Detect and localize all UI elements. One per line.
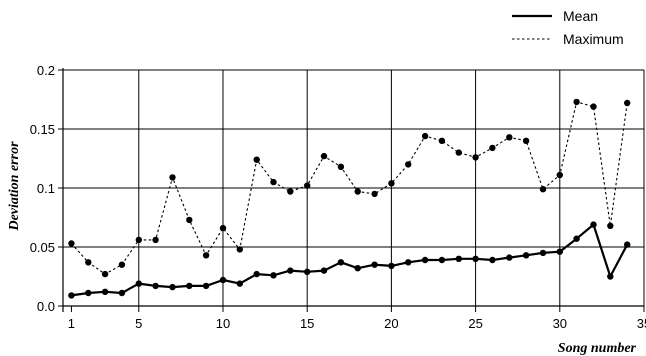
x-tick-label: 20 (384, 316, 398, 331)
data-point-mean (118, 289, 126, 297)
data-point-maximum (152, 236, 159, 244)
y-tick-label: 0.0 (37, 299, 55, 314)
data-point-mean (169, 283, 176, 291)
x-tick-label: 35 (637, 316, 646, 331)
data-point-mean (556, 248, 563, 255)
data-point-mean (607, 273, 614, 280)
data-point-maximum (354, 188, 361, 195)
x-tick-label: 30 (553, 316, 567, 331)
y-axis-title: Deviation error (7, 141, 22, 232)
data-point-maximum (337, 163, 345, 170)
data-point-mean (405, 259, 412, 266)
data-point-mean (219, 276, 227, 284)
data-point-maximum (85, 259, 92, 266)
data-point-mean (506, 254, 513, 261)
data-point-mean (85, 289, 92, 297)
data-point-maximum (455, 149, 462, 156)
data-point-mean (236, 280, 243, 287)
data-point-maximum (118, 261, 126, 268)
data-point-maximum (304, 182, 311, 189)
data-point-maximum (135, 236, 142, 244)
x-axis-title: Song number (558, 341, 637, 356)
y-tick-label: 0.15 (30, 122, 55, 137)
data-point-maximum (489, 144, 496, 152)
data-point-mean (337, 259, 345, 266)
tick-labels: 151015202530350.00.050.10.150.2 (30, 63, 646, 331)
data-point-maximum (624, 99, 631, 107)
data-point-maximum (573, 98, 580, 106)
data-point-mean (455, 255, 462, 262)
data-point-maximum (472, 154, 479, 161)
data-point-mean (101, 288, 109, 295)
data-point-maximum (219, 224, 227, 232)
legend-label-maximum: Maximum (563, 31, 624, 47)
data-point-maximum (556, 171, 563, 179)
data-point-mean (287, 267, 294, 274)
data-point-mean (253, 270, 260, 278)
data-point-maximum (68, 240, 75, 247)
data-point-mean (135, 280, 142, 287)
axes (58, 68, 645, 312)
y-tick-label: 0.05 (30, 240, 55, 255)
data-point-maximum (169, 174, 176, 181)
x-tick-label: 10 (216, 316, 230, 331)
data-point-maximum (101, 270, 109, 278)
series-layer (68, 98, 631, 299)
x-tick-label: 5 (135, 316, 142, 331)
grid (63, 69, 645, 307)
series-line-maximum (70, 101, 628, 275)
data-point-maximum (320, 152, 328, 160)
data-point-mean (152, 282, 159, 290)
x-tick-label: 1 (68, 316, 75, 331)
data-point-maximum (607, 222, 614, 229)
x-tick-label: 15 (300, 316, 314, 331)
data-point-mean (624, 241, 631, 248)
y-tick-label: 0.2 (37, 63, 55, 78)
data-point-mean (472, 255, 479, 262)
data-point-maximum (287, 188, 294, 195)
data-point-maximum (438, 137, 446, 144)
data-point-mean (573, 235, 580, 242)
data-point-maximum (371, 190, 378, 198)
data-point-maximum (421, 132, 429, 140)
data-point-maximum (522, 137, 530, 144)
data-point-maximum (506, 134, 513, 141)
data-point-maximum (388, 180, 395, 187)
data-point-mean (539, 249, 547, 257)
data-point-mean (186, 282, 193, 290)
data-point-mean (421, 256, 429, 264)
data-point-maximum (202, 252, 210, 259)
series-line-mean (71, 223, 629, 297)
data-point-mean (68, 292, 75, 299)
data-point-mean (489, 256, 496, 264)
y-tick-label: 0.1 (37, 181, 55, 196)
x-tick-label: 25 (468, 316, 482, 331)
data-point-mean (320, 267, 328, 274)
data-point-maximum (539, 186, 547, 193)
data-point-maximum (186, 216, 193, 224)
data-point-maximum (236, 246, 243, 253)
data-point-maximum (590, 103, 597, 110)
data-point-mean (270, 272, 277, 279)
legend: Mean Maximum (512, 8, 624, 47)
data-point-mean (590, 221, 597, 228)
data-point-maximum (270, 178, 277, 186)
data-point-mean (388, 262, 395, 270)
data-point-mean (438, 256, 446, 264)
data-point-maximum (405, 161, 412, 168)
data-point-mean (371, 261, 378, 268)
data-point-mean (202, 282, 210, 290)
data-point-mean (354, 265, 361, 272)
data-point-mean (304, 268, 311, 275)
data-point-mean (522, 252, 530, 259)
data-point-maximum (253, 156, 260, 163)
legend-label-mean: Mean (563, 8, 598, 24)
